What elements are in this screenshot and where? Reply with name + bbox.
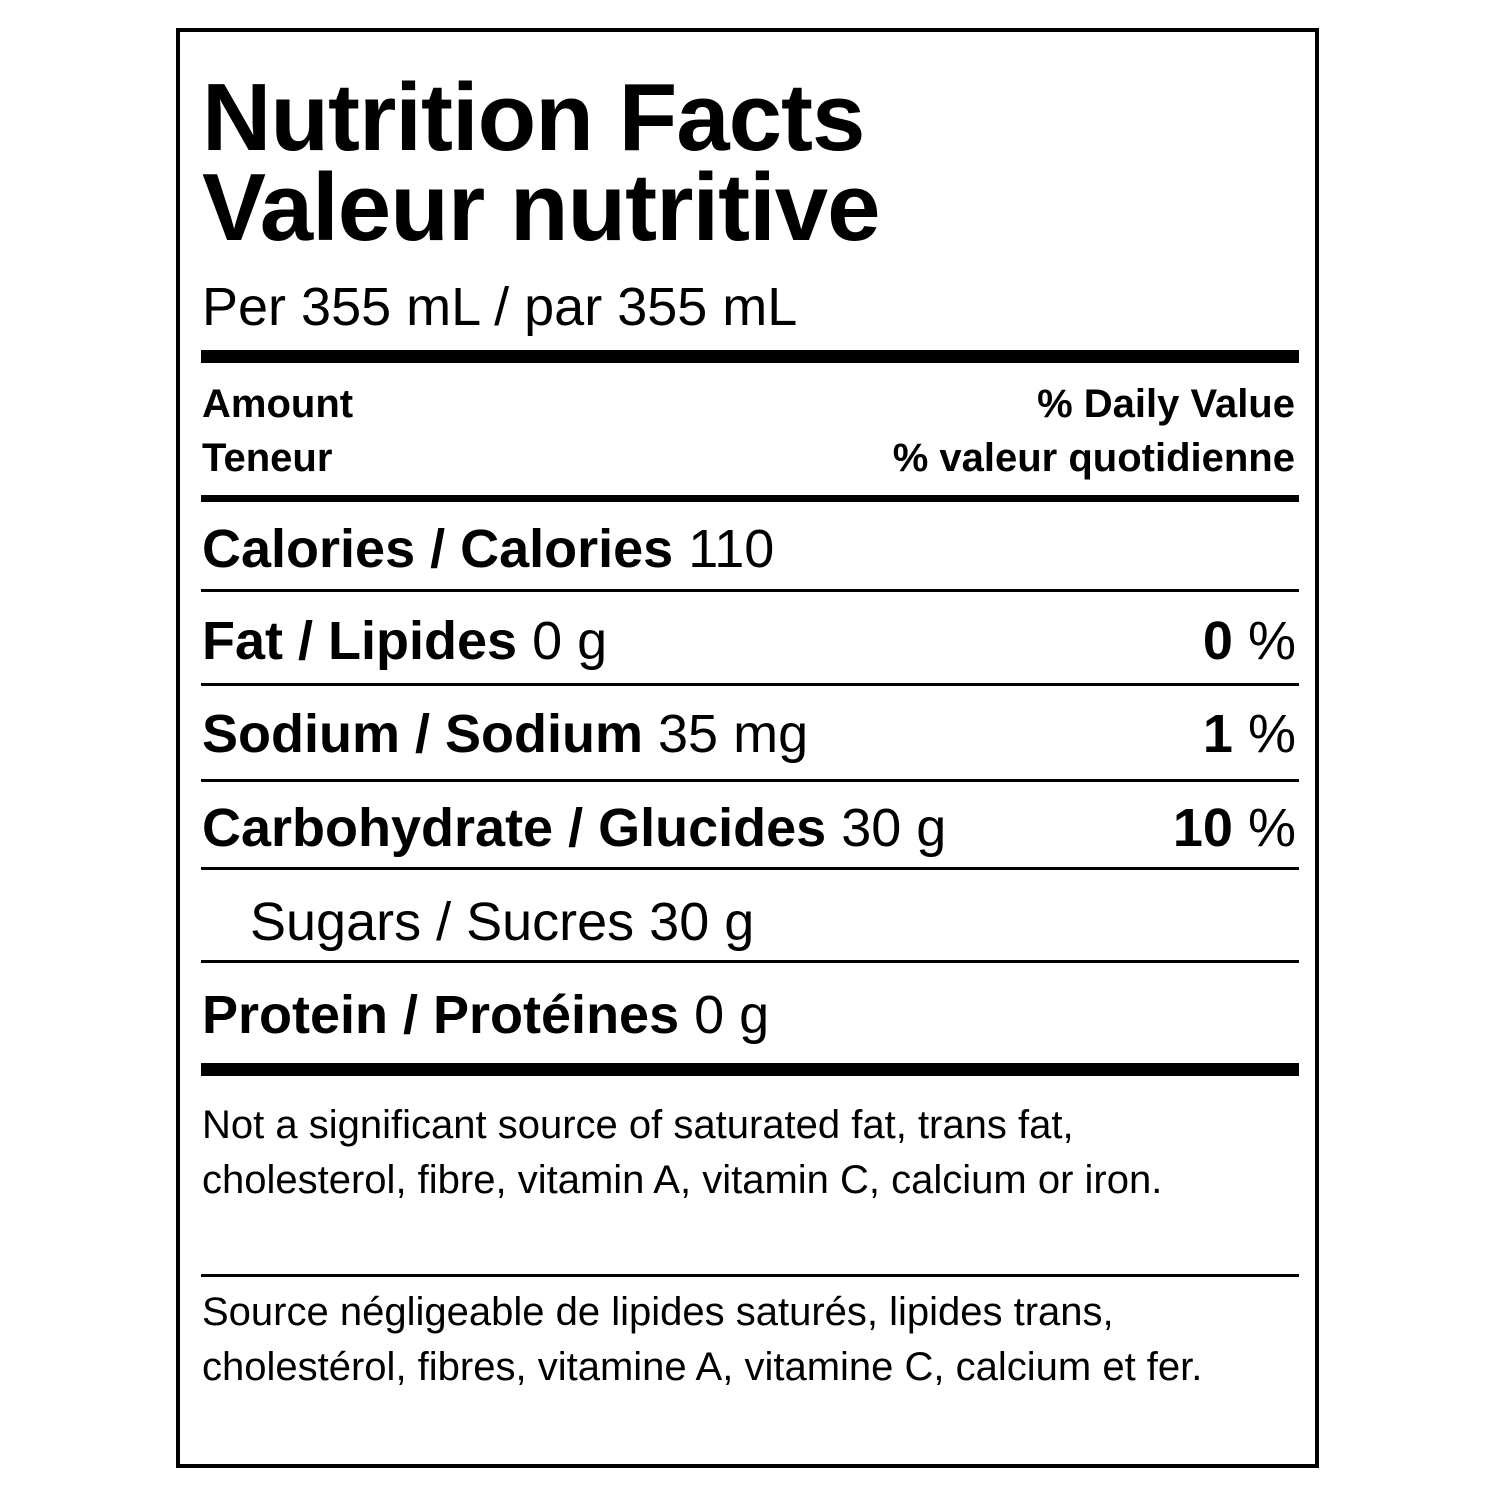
amount-header-fr: Teneur (202, 436, 333, 480)
nutrition-label (176, 28, 1319, 1468)
title-fr: Valeur nutritive (202, 154, 881, 261)
dv-header-fr: % valeur quotidienne (892, 436, 1295, 480)
divider (201, 867, 1299, 870)
divider (201, 683, 1299, 686)
dv-header-en: % Daily Value (1037, 382, 1295, 426)
footnote-en: Not a significant source of saturated fa… (202, 1103, 1163, 1202)
amount-header-en: Amount (202, 382, 354, 426)
divider (201, 589, 1299, 592)
divider (201, 960, 1299, 963)
row-calories: Calories / Calories 110 (202, 519, 775, 579)
row-sodium: Sodium / Sodium 35 mg 1 % (202, 704, 1296, 764)
row-carbohydrate: Carbohydrate / Glucides 30 g 10 % (202, 798, 1296, 858)
row-sugars: Sugars / Sucres 30 g (250, 892, 755, 952)
divider (201, 1274, 1299, 1277)
title-en: Nutrition Facts (202, 64, 865, 171)
divider (201, 779, 1299, 782)
serving-size: Per 355 mL / par 355 mL (202, 277, 798, 337)
footnote-fr: Source négligeable de lipides saturés, l… (202, 1290, 1203, 1389)
divider (201, 495, 1299, 502)
divider-thick (201, 1063, 1299, 1076)
divider-thick (201, 350, 1299, 363)
row-protein: Protein / Protéines 0 g (202, 985, 770, 1045)
